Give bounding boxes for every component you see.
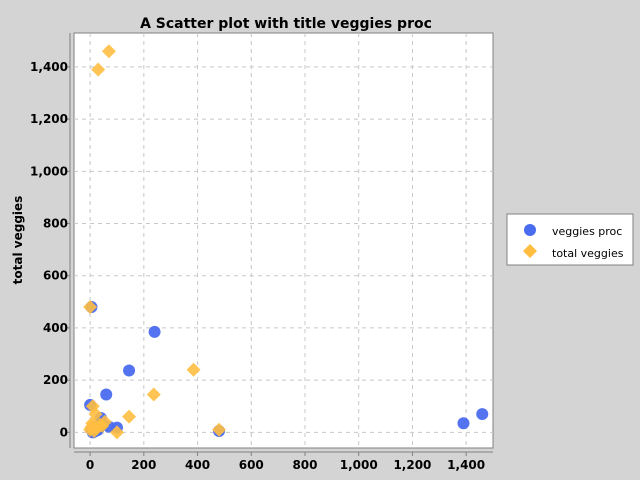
point-total-veggies xyxy=(101,44,116,59)
data-points xyxy=(83,44,489,440)
point-veggies-proc xyxy=(123,364,136,377)
x-tick-label: 0 xyxy=(86,458,94,472)
legend-marker-veggies-proc xyxy=(524,224,536,236)
y-axis-label: total veggies xyxy=(11,196,25,285)
point-total-veggies xyxy=(83,300,98,315)
x-tick-label: 1,200 xyxy=(393,458,431,472)
grid-lines xyxy=(74,33,493,448)
axes: 0 200 400 600 800 1,000 1,200 1,400 0 200 400 600 80… xyxy=(30,33,493,472)
point-total-veggies xyxy=(85,416,100,431)
x-tick-label: 600 xyxy=(239,458,264,472)
y-tick-label: 1,400 xyxy=(30,60,68,74)
legend-label-veggies-proc: veggies proc xyxy=(552,225,622,238)
y-tick-label: 200 xyxy=(43,373,68,387)
legend-label-total-veggies: total veggies xyxy=(552,247,624,260)
chart-title: A Scatter plot with title veggies proc xyxy=(140,16,432,32)
y-tick-label: 1,000 xyxy=(30,164,68,178)
plot-area xyxy=(73,32,494,449)
point-total-veggies xyxy=(95,418,110,433)
x-tick-label: 200 xyxy=(131,458,156,472)
point-total-veggies xyxy=(91,62,106,77)
legend-marker-total-veggies xyxy=(523,244,537,258)
y-tick-label: 800 xyxy=(43,217,68,231)
legend-box xyxy=(506,213,634,266)
x-tick-label: 800 xyxy=(292,458,317,472)
point-veggies-proc xyxy=(148,325,161,338)
point-veggies-proc xyxy=(476,408,489,421)
point-total-veggies xyxy=(186,362,201,377)
y-tick-label: 600 xyxy=(43,269,68,283)
x-tick-label: 1,400 xyxy=(447,458,485,472)
y-tick-label: 0 xyxy=(60,425,68,439)
y-tick-label: 1,200 xyxy=(30,112,68,126)
x-tick-label: 1,000 xyxy=(340,458,378,472)
legend: veggies proc total veggies xyxy=(506,213,634,266)
point-total-veggies xyxy=(212,422,227,437)
point-veggies-proc xyxy=(100,388,113,401)
point-total-veggies xyxy=(109,425,124,440)
point-veggies-proc xyxy=(457,417,470,430)
x-tick-label: 400 xyxy=(185,458,210,472)
point-total-veggies xyxy=(122,409,137,424)
y-tick-label: 400 xyxy=(43,321,68,335)
point-total-veggies xyxy=(146,387,161,402)
